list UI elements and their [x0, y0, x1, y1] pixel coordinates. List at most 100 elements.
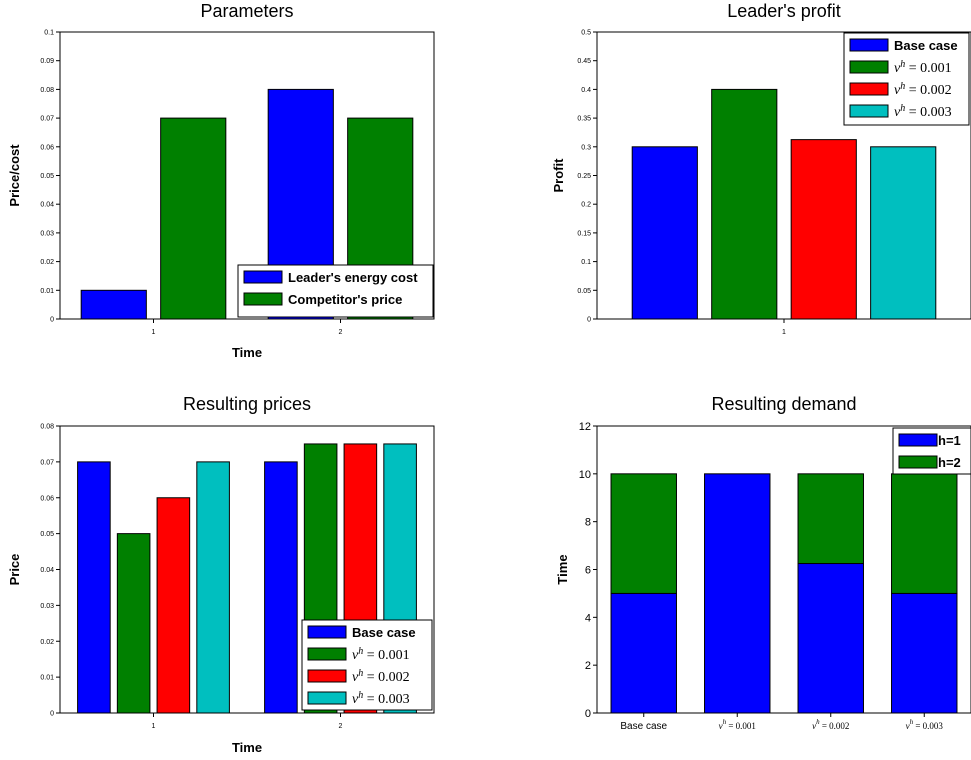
y-tick-label: 0.07: [40, 116, 54, 123]
x-category-label: vh = 0.001: [719, 718, 756, 731]
y-tick-label: 0.08: [40, 424, 54, 431]
y-tick-label: 0: [50, 711, 54, 718]
y-tick-label: 0.2: [581, 202, 591, 209]
bar-h-2-3: [797, 473, 864, 565]
bar-series-1-cat-1: [80, 289, 147, 320]
y-tick-label: 0.02: [40, 639, 54, 646]
chart-title: Resulting demand: [711, 394, 856, 414]
y-axis-label: Profit: [551, 158, 566, 193]
legend-label: Base case: [894, 38, 958, 53]
legend-label: vh = 0.001: [352, 646, 410, 663]
y-tick-label: 0.07: [40, 459, 54, 466]
legend-label: h=2: [938, 455, 961, 470]
y-tick-label: 0.4: [581, 87, 591, 94]
x-axis-label: Time: [232, 740, 262, 755]
y-tick-label: 0: [585, 708, 591, 720]
chart-panel-4: Resulting demand 0 2 4 6 8 10 12 Time Base case vh…: [555, 394, 971, 732]
x-category-label: Base case: [620, 721, 667, 732]
legend-label: vh = 0.002: [894, 81, 952, 98]
y-tick-label: 0.03: [40, 230, 54, 237]
x-tick-label: 2: [339, 723, 343, 730]
x-category-label: vh = 0.002: [812, 718, 849, 731]
y-tick-label: 0: [50, 317, 54, 324]
y-axis-label: Price/cost: [7, 144, 22, 207]
bar-series-1-cat-1: [77, 461, 111, 714]
y-tick-label: 0.03: [40, 603, 54, 610]
bar-series-2-cat-1: [711, 88, 778, 320]
legend-swatch: [243, 292, 283, 306]
y-tick-label: 0.06: [40, 495, 54, 502]
y-tick-label: 0.08: [40, 87, 54, 94]
legend-label: Base case: [352, 625, 416, 640]
x-tick-label: 1: [782, 329, 786, 336]
bar-h-1-1: [610, 592, 677, 714]
y-tick-label: 0.02: [40, 259, 54, 266]
legend-swatch: [849, 82, 889, 96]
y-tick-label: 6: [585, 565, 591, 577]
y-tick-label: 2: [585, 660, 591, 672]
bar-series-1-cat-1: [631, 146, 698, 320]
y-tick-label: 10: [579, 469, 591, 481]
y-tick-label: 0.5: [581, 30, 591, 37]
legend: Base case vh = 0.001 vh = 0.002 vh = 0.003: [843, 32, 970, 126]
y-tick-label: 0.09: [40, 58, 54, 65]
chart-panel-1: Parameters 0 0.01 0.02 0.03 0.04 0.05 0.06 0.07 0…: [7, 1, 435, 360]
legend-swatch: [307, 647, 347, 661]
bar-series-2-cat-1: [116, 533, 151, 714]
y-tick-label: 0.1: [44, 30, 54, 37]
bar-series-4-cat-1: [196, 461, 230, 714]
x-tick-label: 1: [152, 723, 156, 730]
y-tick-label: 0.35: [577, 116, 591, 123]
plot-frame: [596, 31, 971, 320]
legend: h=1h=2: [892, 427, 971, 475]
y-tick-label: 0.05: [40, 531, 54, 538]
y-tick-label: 0.04: [40, 202, 54, 209]
y-tick-label: 0.05: [577, 288, 591, 295]
plot-frame: [59, 31, 435, 320]
y-tick-label: 0.3: [581, 144, 591, 151]
bar-h-1-2: [704, 473, 771, 714]
y-axis-label: Time: [555, 554, 570, 584]
chart-panel-3: Resulting prices 0 0.01 0.02 0.03 0.04 0.05 0.0…: [7, 394, 435, 755]
bar-h-2-1: [610, 473, 677, 594]
legend-swatch: [307, 669, 347, 683]
y-axis-label: Price: [7, 554, 22, 586]
legend-label: Competitor's price: [288, 292, 402, 307]
legend-swatch: [849, 104, 889, 118]
legend-label: vh = 0.003: [894, 103, 952, 120]
legend-label: h=1: [938, 433, 961, 448]
y-tick-label: 0.01: [40, 675, 54, 682]
legend-swatch: [243, 270, 283, 284]
y-tick-label: 0.01: [40, 288, 54, 295]
legend-label: Leader's energy cost: [288, 270, 418, 285]
x-category-label: vh = 0.003: [906, 718, 944, 731]
y-tick-label: 0.05: [40, 173, 54, 180]
legend-label: vh = 0.001: [894, 59, 952, 76]
bar-series-4-cat-1: [870, 146, 937, 320]
y-tick-label: 0.06: [40, 144, 54, 151]
bar-series-3-cat-1: [790, 139, 857, 320]
chart-title: Resulting prices: [183, 394, 311, 414]
y-tick-label: 12: [579, 421, 591, 433]
y-tick-label: 0.1: [581, 259, 591, 266]
y-tick-label: 0.45: [577, 58, 591, 65]
chart-title: Leader's profit: [727, 1, 841, 21]
x-tick-label: 2: [339, 329, 343, 336]
legend-swatch: [307, 625, 347, 639]
chart-title: Parameters: [200, 1, 293, 21]
y-tick-label: 0.15: [577, 230, 591, 237]
legend: Base case vh = 0.001 vh = 0.002 vh = 0.003: [301, 619, 433, 711]
legend-swatch: [849, 38, 889, 52]
chart-panel-2: Leader's profit 0 0.05 0.1 0.15 0.2 0.25 0.3 0.3…: [551, 1, 971, 336]
plot-frame: [59, 425, 435, 714]
legend-swatch: [898, 455, 938, 469]
y-tick-label: 0.25: [577, 173, 591, 180]
bar-series-2-cat-1: [160, 117, 227, 320]
bar-series-3-cat-1: [156, 497, 191, 714]
legend-label: vh = 0.002: [352, 668, 410, 685]
legend-label: vh = 0.003: [352, 690, 410, 707]
legend: Leader's energy cost Competitor's price: [237, 264, 434, 318]
bar-h-1-3: [797, 563, 864, 714]
y-tick-label: 4: [585, 612, 591, 624]
